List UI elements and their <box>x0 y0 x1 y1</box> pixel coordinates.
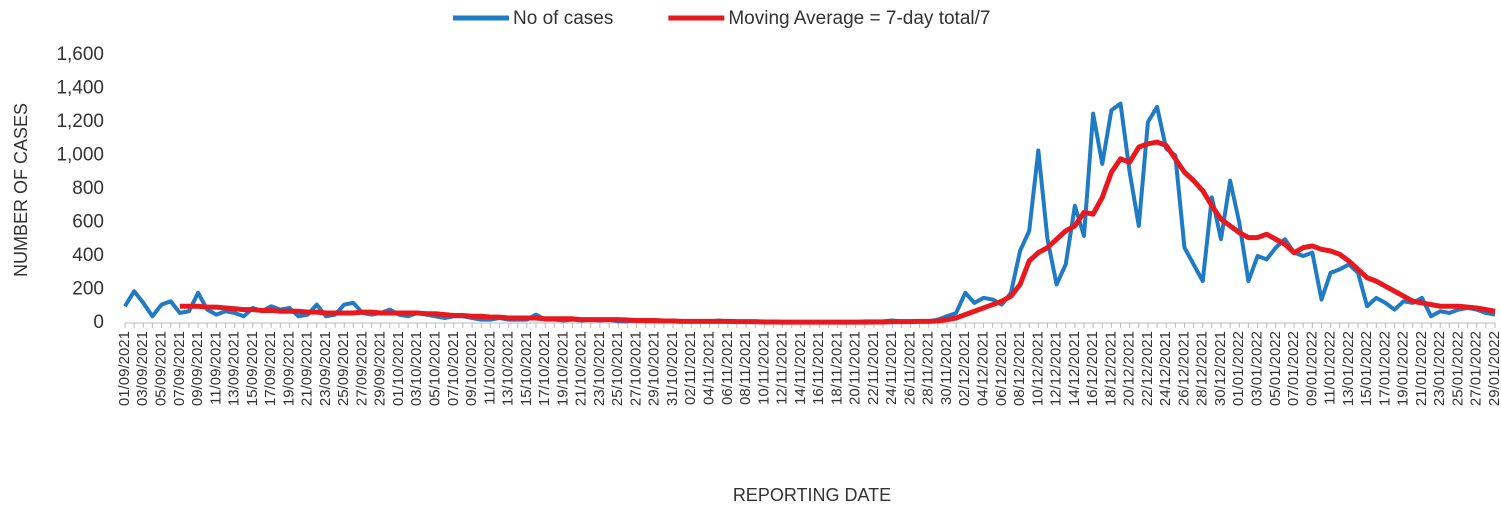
x-tick-label: 07/09/2021 <box>171 331 188 406</box>
legend-label: Moving Average = 7-day total/7 <box>728 8 990 29</box>
x-tick-label: 14/11/2021 <box>792 331 809 405</box>
y-tick-label: 400 <box>72 245 104 266</box>
x-tick-label: 05/09/2021 <box>153 331 170 406</box>
x-tick-label: 25/01/2022 <box>1449 331 1466 406</box>
x-tick-label: 23/01/2022 <box>1431 331 1448 406</box>
x-tick-label: 06/11/2021 <box>719 331 736 405</box>
x-tick-label: 24/12/2021 <box>1157 331 1174 406</box>
x-tick-label: 19/01/2022 <box>1395 331 1412 406</box>
x-tick-label: 04/11/2021 <box>701 331 718 405</box>
x-tick-label: 06/12/2021 <box>993 331 1010 406</box>
x-tick-label: 29/10/2021 <box>646 331 663 406</box>
y-tick-label: 1,600 <box>56 44 104 65</box>
x-tick-label: 29/01/2022 <box>1486 331 1501 406</box>
x-tick-label: 15/01/2022 <box>1358 331 1375 406</box>
y-tick-label: 800 <box>72 178 104 199</box>
y-tick-label: 200 <box>72 279 104 300</box>
x-tick-label: 09/10/2021 <box>463 331 480 406</box>
x-tick-label: 07/10/2021 <box>445 331 462 406</box>
x-tick-label: 30/12/2021 <box>1212 331 1229 406</box>
x-tick-label: 11/10/2021 <box>481 331 498 405</box>
series-line <box>179 139 1496 325</box>
x-tick-label: 08/12/2021 <box>1011 331 1028 406</box>
x-tick-label: 03/01/2022 <box>1249 331 1266 406</box>
x-tick-label: 13/09/2021 <box>226 331 243 406</box>
x-tick-label: 19/09/2021 <box>280 331 297 406</box>
x-tick-label: 22/11/2021 <box>865 331 882 405</box>
y-tick-label: 1,400 <box>56 78 104 99</box>
x-tick-label: 31/10/2021 <box>664 331 681 406</box>
x-tick-label: 04/12/2021 <box>975 331 992 406</box>
x-axis-title: REPORTING DATE <box>733 485 891 505</box>
x-tick-label: 25/09/2021 <box>335 331 352 406</box>
x-tick-label: 17/01/2022 <box>1376 331 1393 406</box>
x-tick-label: 28/12/2021 <box>1194 331 1211 406</box>
x-tick-label: 30/11/2021 <box>938 331 955 405</box>
x-tick-label: 16/11/2021 <box>810 331 827 405</box>
x-tick-label: 24/11/2021 <box>883 331 900 405</box>
x-tick-label: 09/01/2022 <box>1303 331 1320 406</box>
x-tick-label: 21/09/2021 <box>299 331 316 406</box>
x-tick-label: 09/09/2021 <box>189 331 206 406</box>
x-tick-label: 27/10/2021 <box>627 331 644 406</box>
x-tick-label: 15/09/2021 <box>244 331 261 406</box>
x-tick-label: 27/01/2022 <box>1468 331 1485 406</box>
x-tick-label: 10/12/2021 <box>1029 331 1046 406</box>
y-tick-label: 1,000 <box>56 145 104 166</box>
x-tick-label: 23/09/2021 <box>317 331 334 406</box>
x-tick-label: 21/10/2021 <box>573 331 590 406</box>
x-tick-label: 14/12/2021 <box>1066 331 1083 406</box>
x-tick-label: 01/10/2021 <box>390 331 407 406</box>
x-tick-label: 02/12/2021 <box>956 331 973 406</box>
x-tick-label: 18/11/2021 <box>828 331 845 405</box>
x-tick-label: 13/01/2022 <box>1340 331 1357 406</box>
x-tick-label: 15/10/2021 <box>518 331 535 406</box>
x-tick-label: 05/01/2022 <box>1267 331 1284 406</box>
x-tick-label: 10/11/2021 <box>755 331 772 405</box>
y-tick-label: 0 <box>93 312 104 333</box>
x-tick-label: 26/12/2021 <box>1175 331 1192 406</box>
x-tick-label: 11/09/2021 <box>207 331 224 405</box>
x-tick-label: 27/09/2021 <box>353 331 370 406</box>
y-axis-title: NUMBER OF CASES <box>11 103 31 277</box>
x-tick-label: 05/10/2021 <box>427 331 444 406</box>
x-tick-label: 28/11/2021 <box>920 331 937 405</box>
x-tick-label: 29/09/2021 <box>372 331 389 406</box>
x-tick-label: 18/12/2021 <box>1102 331 1119 406</box>
x-tick-label: 11/01/2022 <box>1322 331 1339 405</box>
x-tick-label: 12/12/2021 <box>1048 331 1065 406</box>
x-tick-label: 03/10/2021 <box>408 331 425 406</box>
y-tick-label: 600 <box>72 212 104 233</box>
x-tick-label: 01/01/2022 <box>1230 331 1247 406</box>
x-tick-label: 16/12/2021 <box>1084 331 1101 406</box>
x-tick-label: 26/11/2021 <box>901 331 918 405</box>
x-tick-label: 20/11/2021 <box>847 331 864 405</box>
x-tick-label: 12/11/2021 <box>774 331 791 405</box>
x-tick-label: 08/11/2021 <box>737 331 754 405</box>
y-tick-label: 1,200 <box>56 111 104 132</box>
x-tick-label: 22/12/2021 <box>1139 331 1156 406</box>
x-tick-label: 20/12/2021 <box>1121 331 1138 406</box>
x-tick-label: 17/09/2021 <box>262 331 279 406</box>
x-tick-label: 13/10/2021 <box>500 331 517 406</box>
series-line <box>123 101 1496 325</box>
legend-label: No of cases <box>513 8 613 29</box>
x-tick-label: 23/10/2021 <box>591 331 608 406</box>
x-tick-label: 19/10/2021 <box>554 331 571 406</box>
x-tick-label: 07/01/2022 <box>1285 331 1302 406</box>
x-tick-label: 01/09/2021 <box>116 331 133 406</box>
x-tick-label: 21/01/2022 <box>1413 331 1430 406</box>
x-tick-label: 25/10/2021 <box>609 331 626 406</box>
x-tick-label: 17/10/2021 <box>536 331 553 406</box>
x-tick-label: 02/11/2021 <box>682 331 699 405</box>
x-tick-label: 03/09/2021 <box>134 331 151 406</box>
